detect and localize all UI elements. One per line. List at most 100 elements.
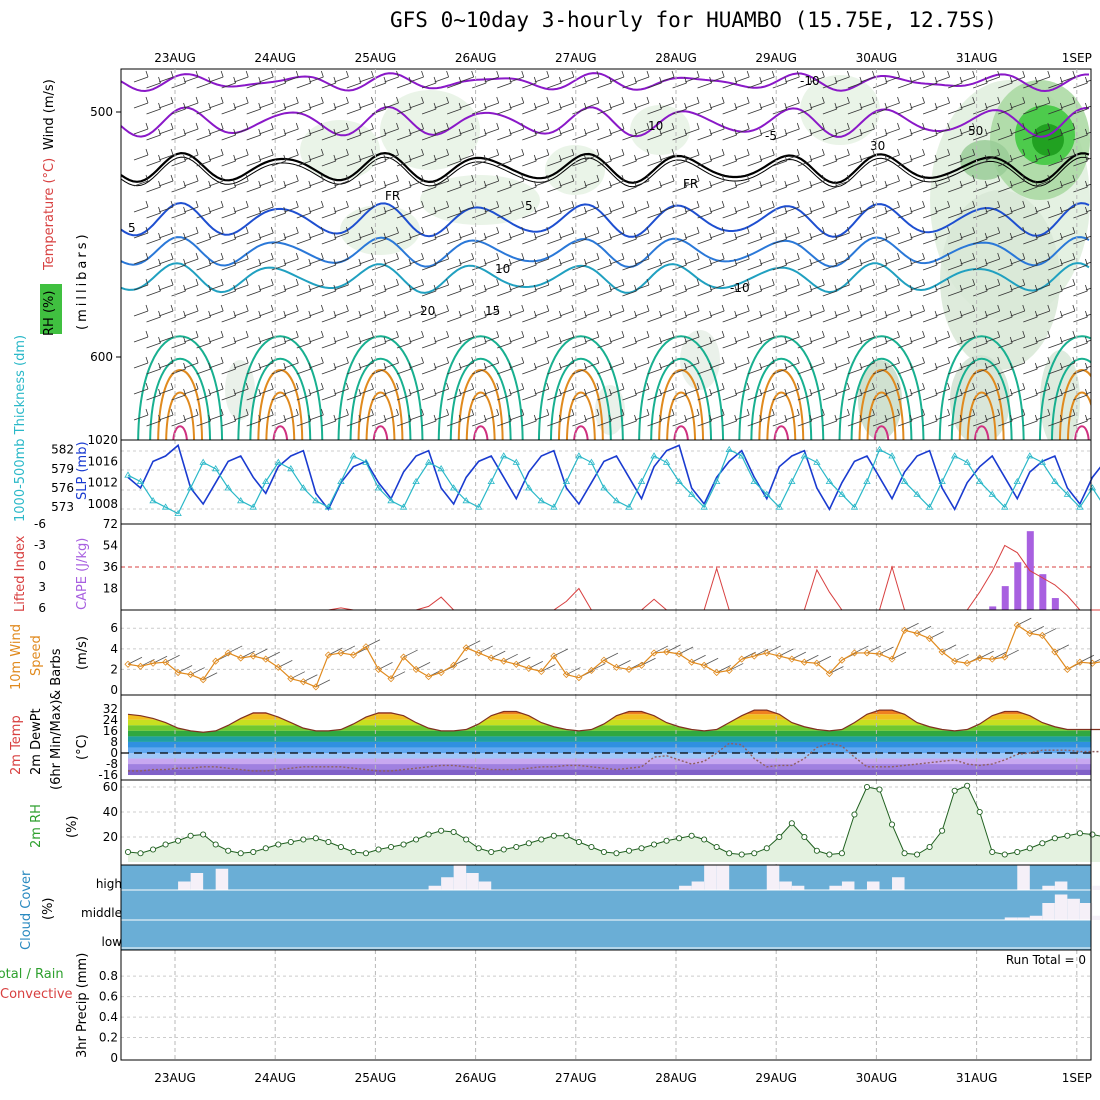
wind-barb [997, 148, 1001, 156]
cloud-bar-middle [1029, 915, 1043, 920]
wind-barb [710, 414, 725, 421]
wind-barb [947, 382, 950, 390]
wind-barb [396, 316, 412, 323]
wind-barb [997, 382, 1001, 390]
wind-speed-marker [1076, 658, 1084, 666]
wind-barb [1085, 365, 1091, 369]
wind-barb [1010, 154, 1025, 161]
thickness-marker [838, 490, 846, 497]
wind-barb [1047, 96, 1051, 104]
wind-barb [1073, 212, 1088, 219]
isotherm-freezing-2 [121, 156, 1090, 188]
wind-speed-marker [650, 649, 658, 657]
wind-barb [309, 258, 324, 265]
wind-barb [446, 368, 462, 375]
wind-barb [821, 408, 825, 416]
wind-barb [209, 206, 224, 213]
wind-barb [497, 394, 512, 401]
wind-barb [785, 102, 800, 109]
wind-barb [659, 414, 675, 421]
wind-barb [1010, 206, 1025, 213]
wind-barb [772, 368, 787, 375]
thickness-marker [750, 477, 758, 484]
wind-barb [1022, 356, 1026, 364]
wind-barb [696, 148, 700, 156]
wind-barb [1035, 128, 1050, 135]
cape-bar [1039, 574, 1047, 610]
wind-speed-marker [625, 665, 633, 673]
wind-barb [872, 316, 888, 323]
wind-barb [509, 414, 524, 421]
thickness-marker [963, 458, 971, 465]
wind-barb [484, 284, 499, 291]
wind-barb [860, 310, 875, 317]
wind-barb [947, 238, 963, 245]
wind-barb [697, 342, 712, 349]
wind-barb [472, 238, 487, 245]
wind-barb [922, 316, 938, 323]
wind-barb [885, 76, 900, 83]
wind-barb [646, 96, 650, 104]
wind-barb [822, 238, 838, 245]
wind-barb [998, 212, 1013, 219]
wind-barb [183, 128, 199, 135]
wind-barb [1085, 209, 1091, 213]
wind-barb [821, 122, 825, 130]
wind-barb [559, 232, 574, 239]
wind-barb [646, 70, 650, 78]
date-label-bottom: 28AUG [655, 1071, 697, 1085]
wind-barb [220, 226, 224, 234]
wind-barb [509, 102, 524, 109]
wind-barb [785, 76, 800, 83]
cloud-bar-high [453, 864, 467, 890]
wind-barb [1035, 284, 1050, 291]
wind-barb [985, 310, 1000, 317]
wind-barb [1073, 264, 1088, 271]
wind-speed-marker [425, 673, 433, 681]
isotherm--10 [121, 72, 1089, 93]
wind-barb [396, 212, 412, 219]
wind-barb [935, 336, 950, 343]
wind-barb [259, 284, 274, 291]
rh-marker [813, 847, 820, 854]
wind-barb [1073, 238, 1088, 245]
wind-barb [145, 174, 149, 182]
wind-barb [384, 310, 399, 317]
wind-barb [270, 200, 274, 208]
wind-barb [972, 330, 976, 338]
rh-marker [751, 850, 758, 857]
wind-barb [822, 420, 838, 427]
wind-barb [421, 108, 437, 115]
wind-barb [320, 174, 324, 182]
wind-barb [296, 342, 311, 349]
wind-barb [747, 160, 762, 167]
wind-barb [735, 154, 750, 161]
thickness-marker [249, 503, 257, 510]
wind-barb [497, 160, 512, 167]
wind-barb [947, 186, 963, 193]
isotherm-dome [1051, 357, 1091, 440]
wind-barb [497, 342, 512, 349]
wind-barb [810, 180, 825, 187]
ylabel-wind-units: (m/s) [75, 636, 90, 670]
wind-barb [872, 304, 875, 312]
isotherm-dome [1059, 369, 1091, 440]
wind-barb [584, 180, 600, 187]
wind-barb [746, 174, 750, 182]
wind-barb [771, 148, 775, 156]
wind-barb [647, 238, 662, 245]
wind-barb [1072, 200, 1076, 208]
wind-speed-marker [374, 665, 383, 673]
wind-barb [220, 330, 224, 338]
wind-barb [446, 160, 462, 167]
temp-color-band [128, 747, 1091, 753]
wind-barb [646, 382, 650, 390]
wind-barb [1035, 76, 1050, 83]
wind-speed-marker [537, 667, 545, 676]
cloud-bar-high [866, 881, 880, 890]
wind-barb [371, 134, 387, 141]
wind-barb [735, 362, 750, 369]
wind-barb [622, 290, 637, 297]
wind-barb [1085, 261, 1091, 265]
wind-barb [1022, 330, 1026, 338]
